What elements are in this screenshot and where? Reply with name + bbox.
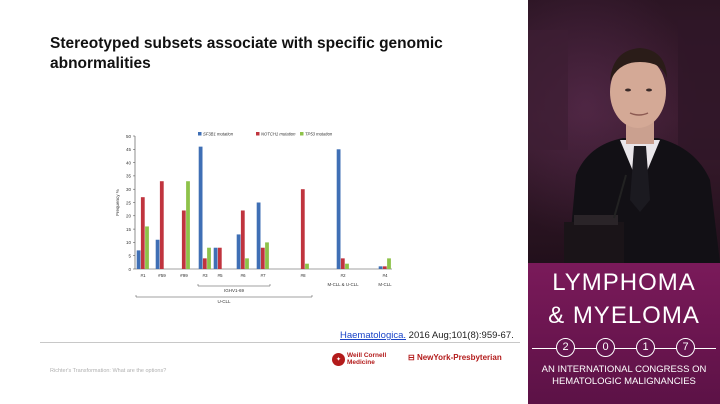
bar <box>159 181 164 269</box>
bar <box>305 263 309 269</box>
category-label: #5 <box>217 273 223 278</box>
y-tick-label: 25 <box>126 200 132 205</box>
bar <box>378 266 383 269</box>
bar <box>145 226 149 269</box>
year-digit: 0 <box>596 338 615 357</box>
category-label: #1 <box>140 273 146 278</box>
bar <box>340 258 345 269</box>
bar <box>213 247 218 269</box>
speaker-video <box>528 0 720 263</box>
bar <box>207 247 211 269</box>
y-tick-label: 20 <box>126 214 132 219</box>
category-label: #99 <box>180 273 188 278</box>
bar <box>136 250 141 269</box>
y-tick-label: 30 <box>126 187 132 192</box>
bar <box>186 181 190 269</box>
weill-cornell-seal-icon: ✦ <box>332 352 345 366</box>
mcll-label: M-CLL <box>378 282 392 287</box>
brand-subtitle: AN INTERNATIONAL CONGRESS ON HEMATOLOGIC… <box>541 364 707 387</box>
citation-detail: 2016 Aug;101(8):959-67. <box>406 330 514 341</box>
legend-label: SF3B1 mutation <box>203 132 234 137</box>
weill-cornell-wordmark: Weill Cornell Medicine <box>347 352 387 366</box>
ighv-group-label: IGHV1-69 <box>224 288 245 293</box>
bar <box>387 258 391 269</box>
year-badge: 2 0 1 7 <box>528 338 720 358</box>
citation-link[interactable]: Haematologica. <box>340 330 407 341</box>
mcll-ucll-label: M-CLL & U-CLL <box>327 282 359 287</box>
year-digit: 1 <box>636 338 655 357</box>
legend-swatch <box>256 132 260 136</box>
category-label: #6 <box>240 273 246 278</box>
bar <box>345 263 349 269</box>
slide-title: Stereotyped subsets associate with speci… <box>50 35 443 72</box>
ucll-group-label: U-CLL <box>217 299 231 303</box>
category-label: #4 <box>382 273 388 278</box>
frequency-bar-chart: 0 5 10 15 20 25 30 35 40 45 50 Frequency % SF3B1 mut… <box>115 132 392 304</box>
category-label: #7 <box>260 273 266 278</box>
bar <box>260 247 265 269</box>
category-label: #59 <box>158 273 166 278</box>
legend-swatch <box>300 132 304 136</box>
y-tick-label: 45 <box>126 147 132 152</box>
bar <box>236 234 241 269</box>
year-line <box>532 348 716 349</box>
conference-branding: LYMPHOMA & MYELOMA 2 0 1 7 AN INTERNATIO… <box>528 263 720 404</box>
y-tick-label: 40 <box>126 160 132 165</box>
citation: Haematologica. 2016 Aug;101(8):959-67. <box>340 330 514 341</box>
year-digit: 7 <box>676 338 695 357</box>
legend-label: TP53 mutation <box>305 132 333 137</box>
bar <box>336 149 341 269</box>
bar <box>181 210 186 269</box>
y-tick-label: 0 <box>128 267 131 272</box>
bar <box>245 258 249 269</box>
presentation-slide: Stereotyped subsets associate with speci… <box>0 0 528 404</box>
bar <box>198 146 203 269</box>
y-tick-label: 15 <box>126 227 132 232</box>
y-tick-label: 50 <box>126 134 132 139</box>
bar <box>155 239 160 269</box>
category-label: #8 <box>300 273 306 278</box>
y-axis-label: Frequency % <box>115 189 120 216</box>
bar <box>265 242 269 269</box>
bar <box>202 258 207 269</box>
category-label: #2 <box>340 273 346 278</box>
year-digit: 2 <box>556 338 575 357</box>
weill-cornell-logo: ✦ Weill Cornell Medicine <box>332 352 386 366</box>
y-tick-label: 35 <box>126 174 132 179</box>
bar <box>382 266 387 269</box>
bar <box>256 202 261 269</box>
y-tick-label: 5 <box>128 254 131 259</box>
brand-title-line1: LYMPHOMA <box>552 269 696 296</box>
bar <box>140 197 145 269</box>
legend-label: NOTCH1 mutation <box>261 132 296 137</box>
bar <box>240 210 245 269</box>
newyork-presbyterian-logo: ⊟ NewYork-Presbyterian <box>408 353 502 362</box>
category-label: #3 <box>202 273 208 278</box>
footer-text: Richter's Transformation: What are the o… <box>50 368 167 374</box>
bar <box>300 189 305 269</box>
bar <box>217 247 222 269</box>
footer-divider <box>40 342 520 343</box>
y-tick-label: 10 <box>126 240 132 245</box>
brand-title-line2: & MYELOMA <box>548 302 700 329</box>
legend-swatch <box>198 132 202 136</box>
speaker-figure <box>528 20 720 263</box>
